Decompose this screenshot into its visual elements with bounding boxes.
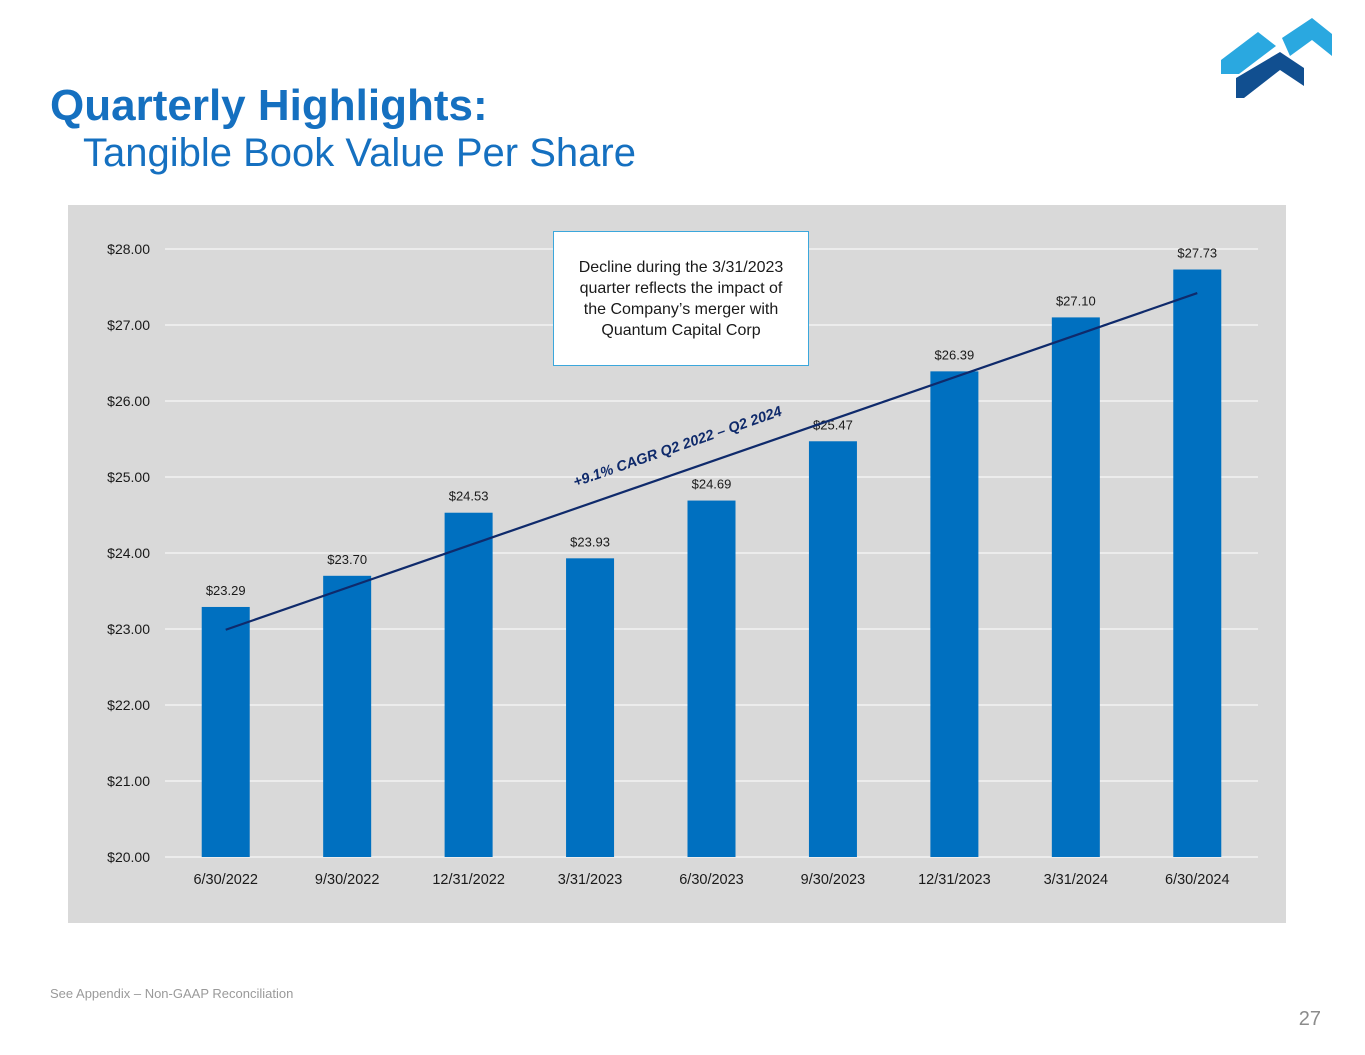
bar: [566, 558, 615, 857]
page-title: Quarterly Highlights:: [50, 81, 488, 130]
merger-annotation-text: Decline during the 3/31/2023 quarter ref…: [578, 258, 784, 339]
y-tick-label: $27.00: [107, 317, 150, 333]
x-tick-label: 6/30/2023: [679, 872, 744, 888]
x-tick-label: 3/31/2023: [558, 872, 623, 888]
x-tick-label: 3/31/2024: [1044, 872, 1109, 888]
x-tick-label: 9/30/2022: [315, 872, 380, 888]
x-tick-label: 9/30/2023: [801, 872, 866, 888]
y-tick-label: $26.00: [107, 393, 150, 409]
bar: [201, 606, 250, 857]
data-label: $23.29: [206, 583, 246, 598]
data-label: $24.53: [449, 489, 489, 504]
bar-chart: $20.00 $21.00 $22.00 $23.00 $24.00 $25.00 $26.…: [107, 241, 1258, 888]
bar: [930, 371, 979, 857]
data-label: $24.69: [692, 477, 732, 492]
data-label: $27.73: [1177, 246, 1217, 261]
x-tick-label: 12/31/2022: [432, 872, 505, 888]
y-tick-label: $22.00: [107, 697, 150, 713]
y-tick-label: $25.00: [107, 469, 150, 485]
bar: [687, 500, 736, 857]
y-tick-label: $20.00: [107, 849, 150, 865]
bar: [444, 512, 493, 857]
page-subtitle: Tangible Book Value Per Share: [83, 131, 636, 175]
footnote: See Appendix – Non-GAAP Reconciliation: [50, 986, 294, 1001]
data-label: $25.47: [813, 417, 853, 432]
company-logo-icon: [1221, 18, 1332, 98]
logo-left-chevron: [1221, 32, 1276, 74]
y-tick-label: $21.00: [107, 773, 150, 789]
x-tick-label: 12/31/2023: [918, 872, 991, 888]
x-tick-label: 6/30/2024: [1165, 872, 1230, 888]
logo-lower-chevron: [1236, 52, 1304, 98]
data-label: $23.70: [327, 552, 367, 567]
data-label: $23.93: [570, 534, 610, 549]
y-tick-label: $28.00: [107, 241, 150, 257]
merger-annotation-box: Decline during the 3/31/2023 quarter ref…: [553, 231, 809, 366]
bar: [808, 441, 857, 857]
bar: [1051, 317, 1100, 857]
x-tick-label: 6/30/2022: [193, 872, 258, 888]
cagr-trendline: [225, 292, 1198, 631]
bar: [1173, 269, 1222, 857]
data-label: $26.39: [935, 347, 975, 362]
y-tick-label: $23.00: [107, 621, 150, 637]
bar: [323, 575, 372, 857]
y-tick-label: $24.00: [107, 545, 150, 561]
logo-right-chevron: [1282, 18, 1332, 56]
data-label: $27.10: [1056, 293, 1096, 308]
page-number: 27: [1298, 1008, 1321, 1030]
